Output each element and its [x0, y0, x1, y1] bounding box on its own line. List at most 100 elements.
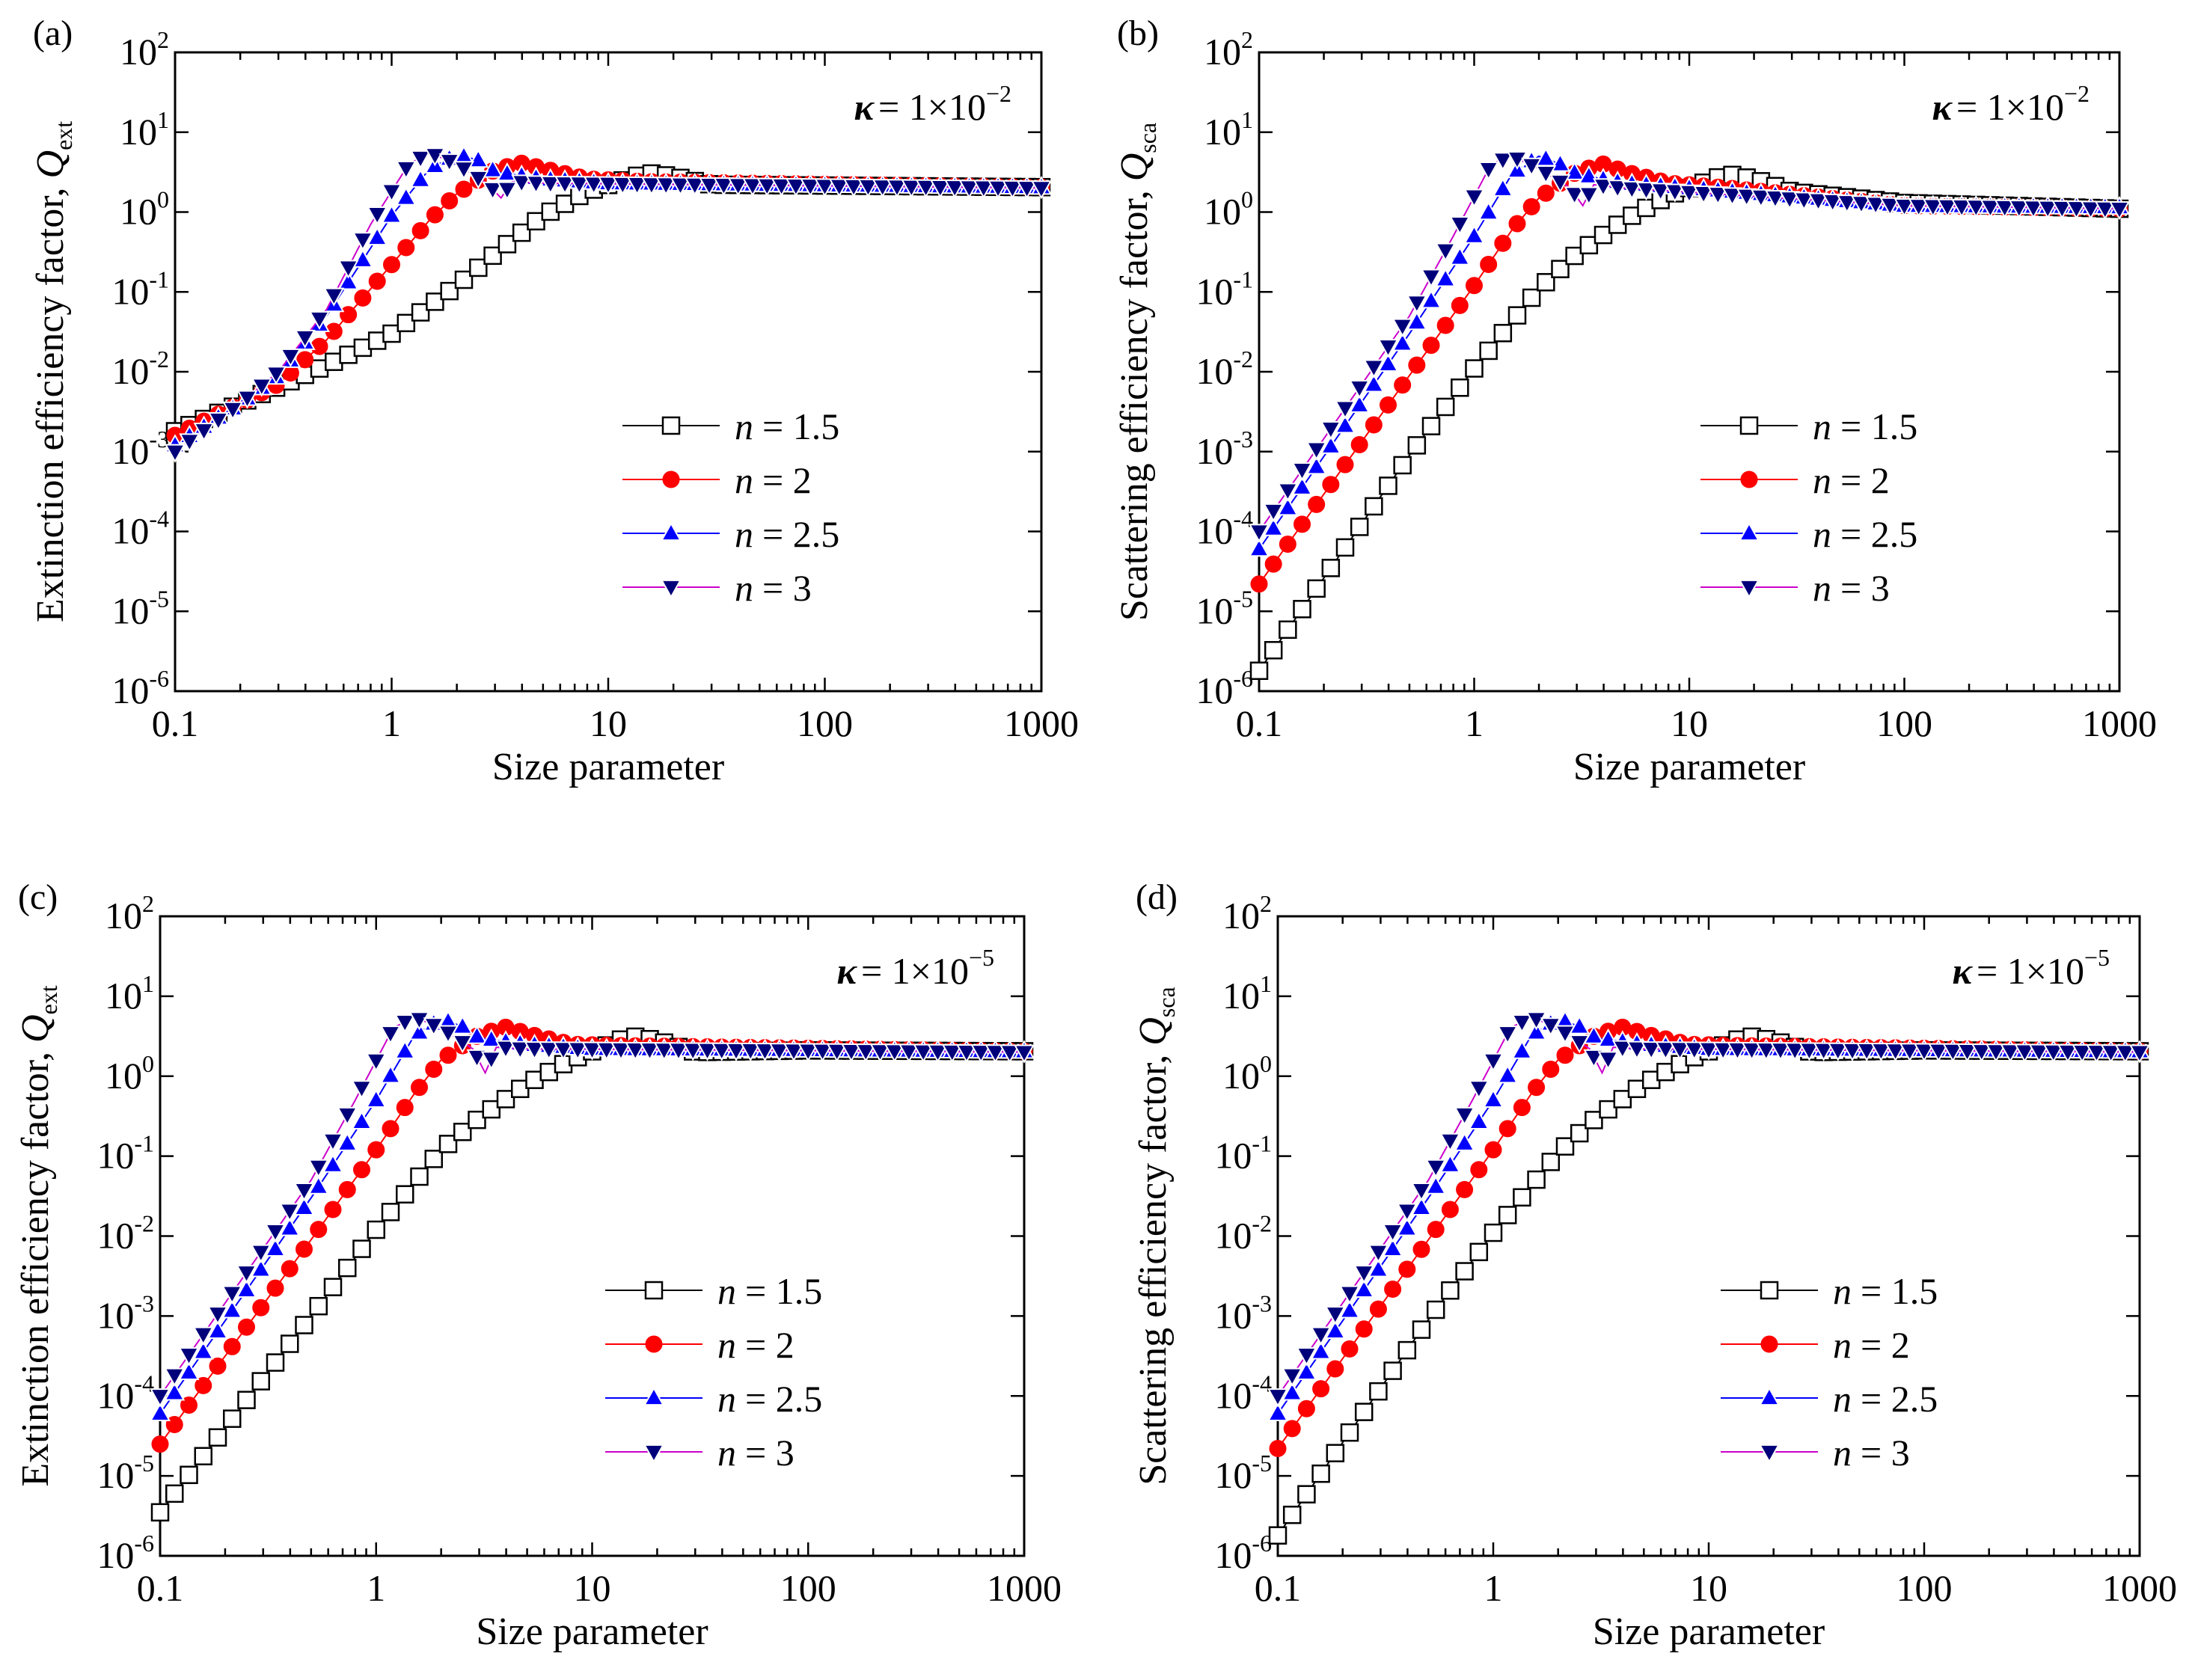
- y-tick-exponent: -3: [149, 426, 169, 453]
- data-point: [1263, 503, 1285, 523]
- data-point: [1942, 1043, 1964, 1062]
- data-point: [310, 1221, 328, 1239]
- y-tick-label: 10-1: [1214, 1130, 1272, 1177]
- y-tick-exponent: -5: [1233, 585, 1253, 612]
- x-axis-title: Size parameter: [476, 1610, 708, 1653]
- data-point: [869, 1043, 891, 1063]
- x-tick-label: 1: [382, 702, 401, 744]
- data-point: [1279, 536, 1296, 554]
- data-point: [1451, 296, 1469, 314]
- data-point: [1506, 150, 1528, 171]
- data-point: [1527, 1170, 1546, 1189]
- y-tick-label: 101: [120, 106, 169, 153]
- y-tick-base: 10: [97, 1374, 134, 1416]
- data-point: [653, 1042, 675, 1061]
- data-point: [1396, 1217, 1418, 1236]
- data-point: [713, 177, 735, 197]
- y-tick-base: 10: [111, 669, 149, 711]
- legend-symbol: n: [1813, 513, 1831, 555]
- data-point: [236, 1278, 257, 1298]
- y-tick-label: 101: [1204, 106, 1253, 153]
- y-tick-label: 100: [1204, 186, 1253, 233]
- data-point: [180, 1465, 198, 1485]
- legend: n = 1.5n = 2n = 2.5n = 3: [605, 1270, 822, 1474]
- data-point: [985, 1044, 1006, 1064]
- data-point: [958, 180, 980, 199]
- data-point: [1798, 1042, 1820, 1061]
- data-point: [1635, 182, 1657, 201]
- data-point: [1555, 1137, 1575, 1156]
- data-point: [368, 272, 386, 290]
- data-point: [1478, 161, 1499, 181]
- data-point: [1377, 339, 1399, 358]
- panel-d: 0.1 1 10 100 100010210110010-110-210-310-410…: [1132, 877, 2177, 1653]
- data-point: [352, 232, 373, 251]
- kappa-symbol: κ: [854, 86, 875, 128]
- data-point: [1312, 1380, 1330, 1398]
- data-point: [1393, 456, 1412, 475]
- kappa-value: = 1×10: [1977, 950, 2084, 992]
- data-point: [1377, 352, 1399, 372]
- data-point: [367, 1220, 385, 1239]
- data-point: [322, 1132, 344, 1152]
- data-point: [1321, 559, 1341, 577]
- y-tick-label: 102: [105, 890, 154, 936]
- data-point: [1537, 184, 1555, 202]
- y-tick-exponent: -4: [1252, 1370, 1272, 1397]
- y-tick-exponent: 2: [1241, 26, 1253, 53]
- data-point: [381, 183, 402, 203]
- y-axis-title-subscript: ext: [35, 985, 62, 1014]
- y-tick-exponent: -4: [134, 1370, 154, 1397]
- legend-entry: n = 2.5: [735, 513, 839, 555]
- data-point: [223, 1409, 242, 1428]
- data-point: [1436, 316, 1454, 334]
- data-point: [812, 1043, 833, 1062]
- legend-symbol: n: [735, 513, 753, 555]
- data-point: [238, 1318, 255, 1336]
- data-point: [898, 1043, 920, 1063]
- data-point: [1451, 378, 1469, 397]
- data-point: [480, 1051, 502, 1070]
- data-point: [1879, 197, 1901, 216]
- legend-marker: [1760, 1335, 1778, 1353]
- data-point: [293, 1183, 315, 1202]
- data-point: [973, 180, 994, 199]
- data-point: [771, 177, 792, 197]
- kappa-exponent: −5: [969, 944, 994, 971]
- data-point: [453, 1123, 472, 1141]
- legend-symbol: n: [735, 459, 753, 501]
- x-tick-label: 100: [780, 1567, 836, 1609]
- data-point: [1613, 1090, 1632, 1109]
- data-point: [1597, 1028, 1619, 1047]
- data-point: [2108, 200, 2131, 221]
- data-point: [1379, 476, 1397, 495]
- data-point: [1263, 517, 1285, 536]
- y-tick-base: 10: [1196, 669, 1233, 711]
- y-tick-base: 10: [111, 430, 149, 472]
- legend-symbol: n: [717, 1324, 736, 1366]
- data-point: [1368, 1244, 1389, 1263]
- data-point: [151, 1435, 169, 1453]
- data-point: [353, 1161, 370, 1179]
- data-point: [929, 179, 951, 199]
- data-point: [1885, 1043, 1906, 1062]
- y-tick-label: 100: [105, 1050, 154, 1097]
- data-point: [1454, 1106, 1475, 1126]
- y-tick-base: 10: [105, 895, 142, 936]
- legend-entry: n = 2: [1813, 459, 1890, 501]
- data-point: [1412, 1320, 1431, 1339]
- data-point: [1528, 1079, 1546, 1097]
- y-tick-base: 10: [1222, 1055, 1260, 1097]
- data-point: [411, 1079, 428, 1097]
- data-point: [237, 1391, 256, 1409]
- data-point: [1607, 180, 1629, 199]
- data-point: [1396, 1203, 1418, 1222]
- legend-symbol: n: [1833, 1378, 1852, 1420]
- data-point: [381, 204, 402, 224]
- data-point: [454, 270, 474, 289]
- legend-marker: [1740, 470, 1758, 488]
- data-point: [872, 179, 893, 198]
- series-line: [1277, 1026, 2140, 1450]
- legend-marker: [1739, 416, 1759, 435]
- data-point: [1382, 1237, 1403, 1257]
